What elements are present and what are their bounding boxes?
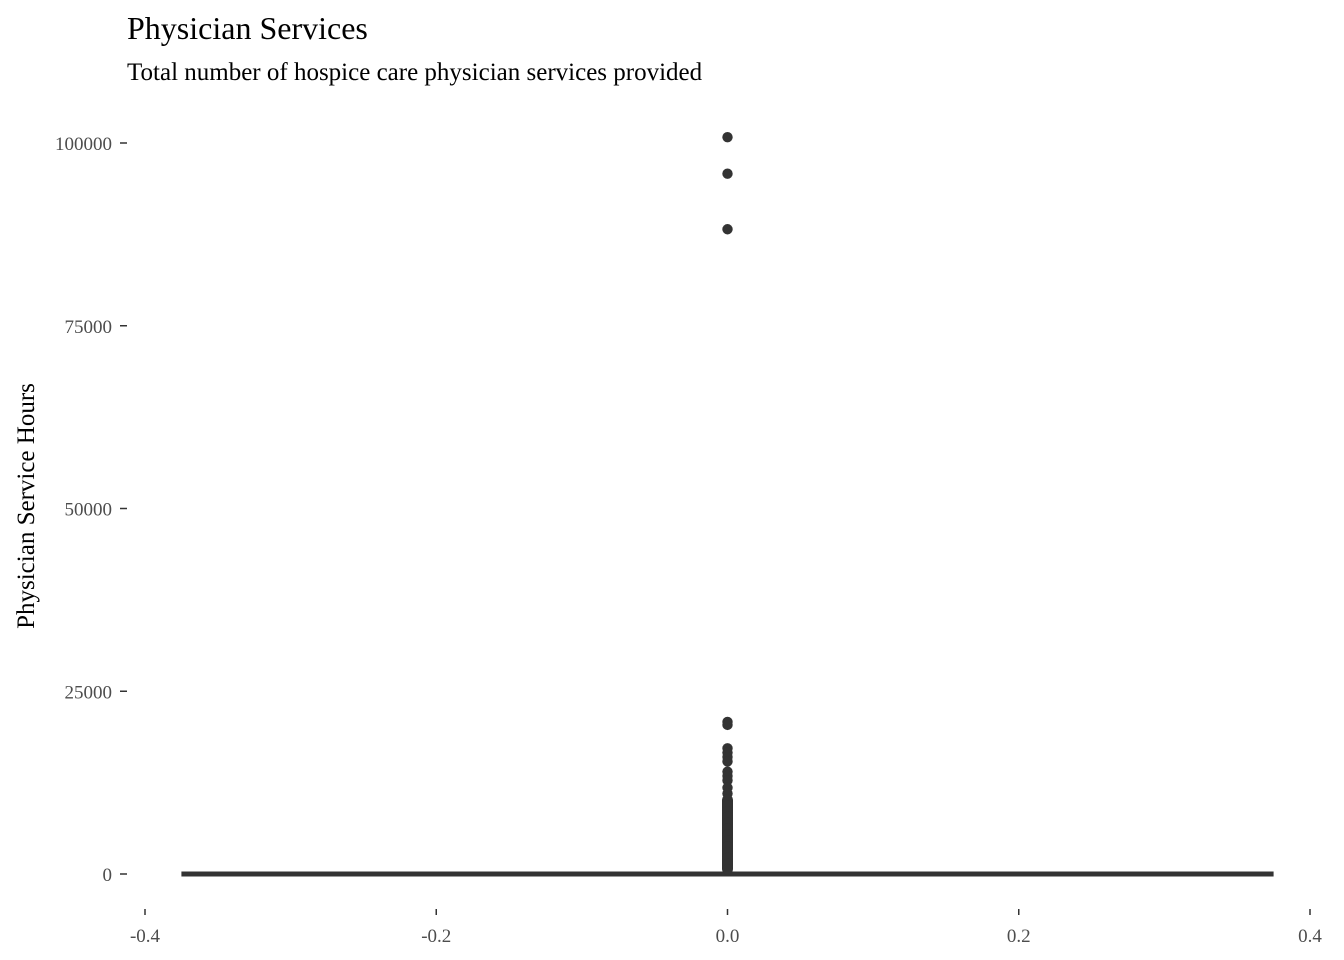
chart-title: Physician Services [127, 10, 368, 46]
y-tick-label: 0 [103, 865, 113, 886]
x-tick-label: 0.2 [1007, 926, 1031, 947]
outlier-point [722, 719, 733, 731]
x-tick-label: -0.2 [421, 926, 451, 947]
outlier-point [722, 864, 733, 875]
y-tick-label: 50000 [65, 500, 113, 521]
x-tick-label: 0.4 [1298, 926, 1322, 947]
y-tick-label: 75000 [65, 317, 113, 338]
outlier-point [722, 775, 733, 786]
x-tick-label: 0.0 [716, 926, 740, 947]
outlier-point [722, 168, 733, 179]
y-tick-label: 100000 [55, 134, 112, 155]
outlier-point [722, 224, 733, 235]
x-tick-label: -0.4 [130, 926, 161, 947]
outlier-point [722, 131, 733, 143]
y-tick-label: 25000 [65, 682, 113, 703]
chart-subtitle: Total number of hospice care physician s… [127, 59, 703, 86]
outlier-point [722, 756, 733, 767]
